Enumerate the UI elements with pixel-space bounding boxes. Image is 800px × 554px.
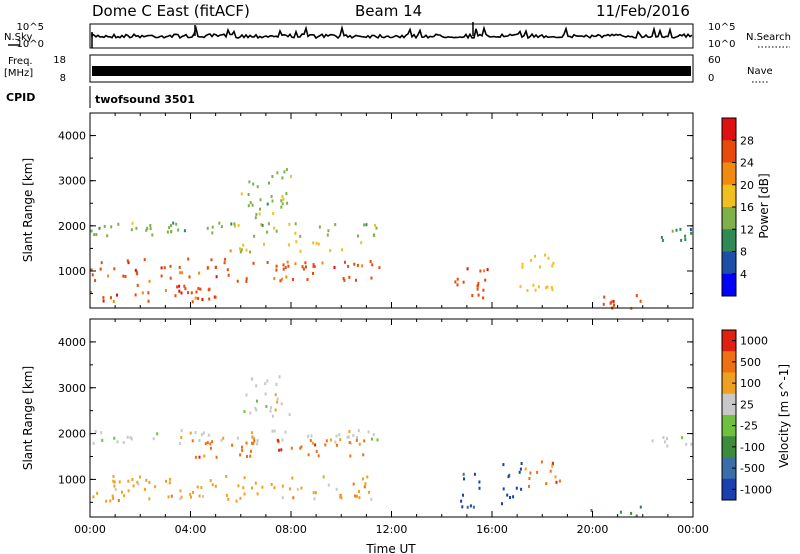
- power-axes: 1000 2000 3000 4000: [58, 113, 694, 308]
- velocity-ylabel: Slant Range [km]: [21, 366, 35, 470]
- colorbar-swatch: [722, 436, 736, 458]
- echo-region: [92, 429, 379, 446]
- beam-title: Beam 14: [355, 2, 422, 20]
- echo-region: [90, 221, 378, 238]
- colorbar-tick-label: 8: [740, 246, 747, 259]
- y-tick-label: 4000: [58, 336, 86, 349]
- nave-label: Nave: [747, 66, 773, 77]
- colorbar-tick-label: 500: [740, 356, 761, 369]
- freq-tick-high: 18: [53, 55, 66, 66]
- colorbar-swatch: [722, 351, 736, 373]
- echo-region: [90, 257, 381, 283]
- colorbar-swatch: [722, 207, 736, 230]
- cpid-value: twofsound 3501: [95, 93, 195, 106]
- x-tick-label: 00:00: [74, 523, 106, 536]
- echo-region: [243, 375, 291, 418]
- colorbar-tick-label: 25: [740, 398, 754, 411]
- colorbar-tick-label: 12: [740, 223, 754, 236]
- power-colorbar: 4 8 12 16 20 24 28: [721, 117, 754, 297]
- nsky-trace: [91, 22, 693, 48]
- y-tick-label: 4000: [58, 130, 86, 143]
- echo-region: [651, 436, 693, 448]
- nave-tick-low: 0: [708, 73, 714, 84]
- colorbar-tick-label: 24: [740, 157, 754, 170]
- colorbar-swatch: [722, 140, 736, 163]
- power-panel: 1000 2000 3000 4000 Slant Range [km] 4 8 12 16…: [21, 112, 771, 310]
- nsky-tick-high: 10^5: [17, 22, 44, 33]
- echo-region: [191, 438, 366, 459]
- power-colorbar-label: Power [dB]: [757, 173, 771, 238]
- x-tick-label: 04:00: [175, 523, 207, 536]
- colorbar-swatch: [722, 162, 736, 186]
- y-tick-label: 3000: [58, 382, 86, 395]
- site-title: Dome C East (fitACF): [92, 2, 250, 20]
- colorbar-tick-label: -1000: [740, 483, 772, 496]
- colorbar-swatch: [722, 118, 736, 141]
- velocity-colorbar: 1000 500 100 25 -25 -100 -500 -1000: [721, 329, 772, 501]
- colorbar-swatch: [722, 229, 736, 252]
- echo-region: [92, 475, 373, 503]
- x-tick-label: 00:00: [677, 523, 709, 536]
- colorbar-swatch: [722, 478, 736, 501]
- power-ylabel: Slant Range [km]: [21, 158, 35, 262]
- colorbar-tick-label: 1000: [740, 335, 768, 348]
- colorbar-swatch: [722, 393, 736, 416]
- echo-region: [519, 253, 555, 292]
- colorbar-swatch: [722, 372, 736, 395]
- y-tick-label: 2000: [58, 220, 86, 233]
- colorbar-swatch: [722, 184, 736, 208]
- colorbar-tick-label: -25: [740, 420, 758, 433]
- nsky-tick-low: 10^0: [17, 39, 44, 50]
- freq-unit: [MHz]: [4, 68, 33, 79]
- y-tick-label: 2000: [58, 428, 86, 441]
- echo-region: [524, 460, 561, 488]
- velocity-data: [92, 375, 693, 518]
- date-title: 11/Feb/2016: [596, 2, 690, 20]
- echo-region: [454, 267, 489, 300]
- echo-region: [501, 462, 523, 506]
- nsearch-label: N.Search: [746, 32, 791, 43]
- colorbar-swatch: [722, 251, 736, 275]
- echo-region: [460, 472, 481, 509]
- nsearch-tick-low: 10^0: [708, 39, 735, 50]
- x-tick-label: 08:00: [275, 523, 307, 536]
- colorbar-tick-label: 4: [740, 268, 747, 281]
- freq-label: Freq.: [8, 56, 33, 67]
- y-tick-label: 3000: [58, 175, 86, 188]
- echo-region: [90, 283, 217, 304]
- colorbar-tick-label: 28: [740, 134, 754, 147]
- echo-region: [590, 505, 642, 518]
- echo-region: [229, 240, 363, 254]
- nsky-strip: 10^5 10^0 N.Sky 10^5 10^0 N.Search: [4, 22, 791, 50]
- nsky-label: N.Sky: [4, 32, 32, 43]
- x-tick-label: 12:00: [376, 523, 408, 536]
- colorbar-swatch: [722, 415, 736, 437]
- y-tick-label: 1000: [58, 265, 86, 278]
- colorbar-swatch: [722, 457, 736, 480]
- y-tick-label: 1000: [58, 473, 86, 486]
- colorbar-swatch: [722, 330, 736, 352]
- colorbar-swatch: [722, 273, 736, 297]
- x-tick-label: 16:00: [476, 523, 508, 536]
- colorbar-tick-label: 16: [740, 201, 754, 214]
- freq-tick-low: 8: [60, 73, 66, 84]
- power-data: [90, 168, 693, 310]
- x-axis-label: Time UT: [365, 542, 416, 554]
- x-tick-label: 20:00: [577, 523, 609, 536]
- freq-strip: 18 8 Freq. [MHz] 60 0 Nave: [4, 54, 773, 84]
- velocity-axes: 1000 2000 3000 4000 00:00 04:00 08:00 12:00 16:0…: [58, 319, 709, 536]
- nave-tick-high: 60: [708, 55, 721, 66]
- velocity-colorbar-label: Velocity [m s^-1]: [777, 364, 791, 468]
- nsearch-tick-high: 10^5: [708, 22, 735, 33]
- colorbar-tick-label: 100: [740, 377, 761, 390]
- cpid-strip: CPID twofsound 3501: [6, 86, 195, 108]
- colorbar-tick-label: -500: [740, 462, 765, 475]
- echo-region: [660, 227, 693, 242]
- cpid-label: CPID: [6, 91, 35, 104]
- colorbar-tick-label: 20: [740, 179, 754, 192]
- velocity-panel: 1000 2000 3000 4000 00:00 04:00 08:00 12:00 16:0…: [21, 318, 791, 554]
- colorbar-tick-label: -100: [740, 441, 765, 454]
- echo-region: [240, 168, 292, 220]
